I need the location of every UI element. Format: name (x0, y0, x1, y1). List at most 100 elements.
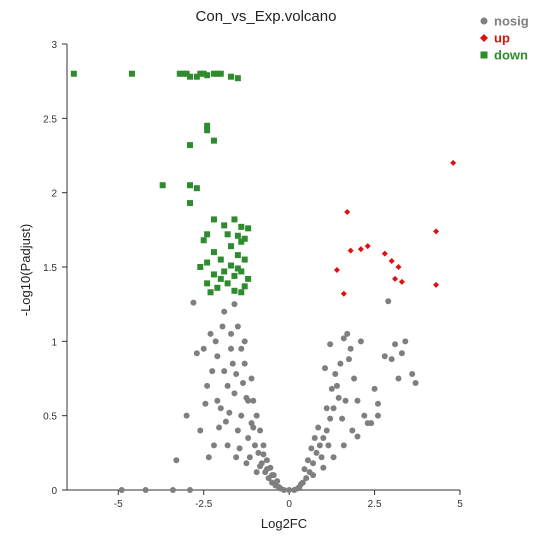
point-nosig (374, 412, 381, 419)
point-nosig (303, 475, 310, 482)
point-nosig (320, 464, 327, 471)
point-down (238, 223, 245, 230)
point-nosig (257, 463, 264, 470)
point-down (128, 70, 135, 77)
point-down (204, 127, 211, 134)
point-nosig (354, 433, 361, 440)
point-down (70, 70, 77, 77)
point-nosig (340, 442, 347, 449)
point-nosig (322, 365, 329, 372)
point-nosig (328, 385, 335, 392)
point-up (398, 278, 405, 285)
point-nosig (313, 449, 320, 456)
point-down (234, 265, 241, 272)
x-axis-label: Log2FC (261, 516, 307, 531)
point-nosig (243, 394, 250, 401)
point-nosig (236, 445, 243, 452)
point-nosig (214, 397, 221, 404)
point-down (187, 200, 194, 207)
point-up (388, 258, 395, 265)
point-down (238, 238, 245, 245)
point-up (347, 247, 354, 254)
point-nosig (214, 353, 221, 360)
point-nosig (311, 434, 318, 441)
point-nosig (409, 371, 416, 378)
x-tick-label: 5 (457, 499, 463, 510)
point-nosig (222, 418, 229, 425)
point-down (200, 237, 207, 244)
point-nosig (257, 427, 264, 434)
point-nosig (209, 368, 216, 375)
point-nosig (323, 405, 330, 412)
point-nosig (344, 330, 351, 337)
point-nosig (342, 397, 349, 404)
point-nosig (260, 442, 267, 449)
point-nosig (228, 345, 235, 352)
point-nosig (169, 487, 176, 493)
point-down (231, 287, 238, 294)
y-tick-label: 0.5 (43, 412, 57, 423)
point-nosig (263, 466, 270, 473)
point-down (204, 72, 211, 79)
point-down (217, 275, 224, 282)
point-nosig (224, 382, 231, 389)
point-nosig (385, 298, 392, 305)
point-down (238, 289, 245, 296)
point-nosig (298, 481, 305, 488)
point-nosig (193, 350, 200, 357)
point-nosig (210, 442, 217, 449)
point-down (214, 284, 221, 291)
y-tick-label: 1.5 (43, 263, 57, 274)
point-down (210, 70, 217, 77)
point-nosig (197, 427, 204, 434)
point-nosig (310, 460, 317, 467)
point-nosig (173, 457, 180, 464)
point-down (176, 70, 183, 77)
point-nosig (219, 323, 226, 330)
point-nosig (381, 353, 388, 360)
point-nosig (229, 360, 236, 367)
point-down (231, 272, 238, 279)
point-down (231, 216, 238, 223)
point-down (180, 70, 187, 77)
point-nosig (217, 405, 224, 412)
point-nosig (118, 487, 125, 493)
point-down (238, 268, 245, 275)
point-up (392, 275, 399, 282)
point-nosig (337, 360, 344, 367)
legend-marker-nosig (480, 17, 488, 25)
point-nosig (335, 394, 342, 401)
y-tick-label: 0 (51, 486, 57, 497)
point-down (228, 73, 235, 80)
point-down (210, 249, 217, 256)
point-nosig (330, 405, 337, 412)
point-nosig (233, 454, 240, 461)
point-nosig (291, 487, 298, 493)
point-nosig (205, 454, 212, 461)
point-nosig (221, 368, 228, 375)
point-down (241, 283, 248, 290)
point-down (183, 70, 190, 77)
point-down (217, 256, 224, 263)
point-nosig (248, 375, 255, 382)
chart-title: Con_vs_Exp.volcano (196, 8, 337, 25)
point-nosig (286, 487, 293, 493)
legend-label-nosig: nosig (494, 14, 529, 29)
point-up (395, 264, 402, 270)
point-nosig (226, 409, 233, 416)
point-nosig (251, 442, 258, 449)
point-nosig (183, 412, 190, 419)
point-down (217, 70, 224, 77)
point-nosig (187, 487, 194, 493)
point-down (245, 275, 252, 282)
point-nosig (323, 427, 330, 434)
point-nosig (361, 412, 368, 419)
point-nosig (320, 434, 327, 441)
x-tick-label: -2.5 (195, 499, 213, 510)
point-down (241, 235, 248, 242)
point-down (234, 75, 241, 82)
point-down (187, 142, 194, 149)
point-nosig (357, 338, 364, 345)
point-down (228, 243, 235, 250)
